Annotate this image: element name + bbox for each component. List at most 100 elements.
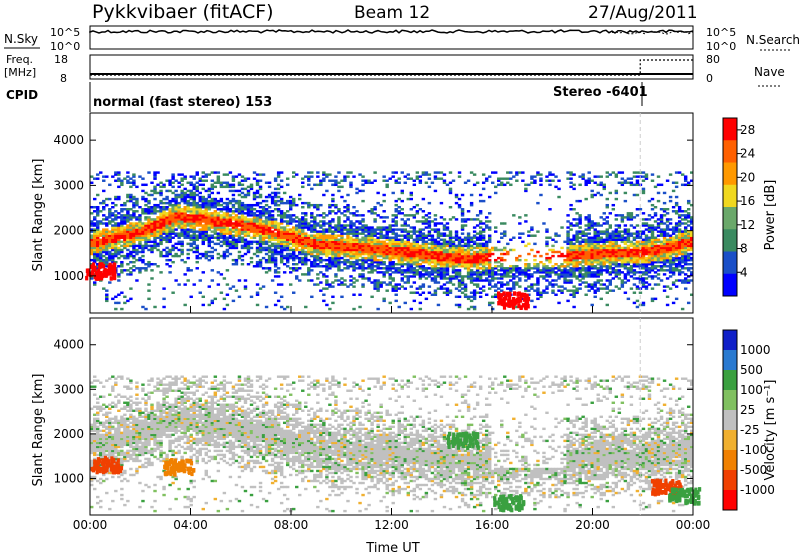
power-cell [313,246,317,250]
power-cell [626,228,631,231]
power-cell [325,263,329,266]
power-cell [566,242,570,246]
power-cell [635,244,640,248]
power-cell [364,179,368,182]
power-cell [367,230,371,233]
power-cell [599,254,603,258]
power-cell [343,252,347,256]
power-cell [406,269,410,272]
power-cell [433,271,438,274]
power-cell [623,277,628,280]
power-cell [138,244,142,248]
power-cell [183,201,187,205]
power-cell [276,232,281,235]
power-cell [584,269,588,272]
power-cell [361,189,365,193]
power-cell [424,173,429,176]
power-cell [270,222,275,225]
power-cell [518,285,522,288]
power-cell [225,303,230,307]
power-cell [436,248,441,252]
power-cell [120,218,124,221]
power-cell [180,232,184,235]
power-cell [539,275,543,278]
power-cell [298,240,302,244]
power-cell [584,263,588,266]
power-cell [533,305,537,309]
power-cell [442,228,447,231]
power-cell [234,246,239,250]
power-cell [162,228,166,231]
power-cell [189,216,193,219]
power-cell [105,230,109,233]
power-cell [111,201,115,205]
power-cell [584,232,588,235]
power-cell [279,283,284,286]
power-cell [382,228,386,231]
power-cell [204,222,208,225]
power-cell [599,232,603,235]
power-cell [391,254,395,258]
power-cell [626,254,631,258]
power-cell [370,258,374,262]
power-cell [566,269,570,272]
power-cell [454,234,459,237]
power-cell [267,224,272,227]
power-cell [566,230,570,233]
power-cell [611,240,616,244]
power-cell [114,248,118,252]
power-cell [361,250,365,254]
power-cell [527,289,531,292]
power-cell [228,240,233,244]
power-cell [599,181,603,184]
power-cell [542,263,546,266]
power-cell [608,273,612,276]
power-cell [249,236,254,239]
power-cell [602,212,606,215]
power-cell [352,238,356,242]
power-cell [295,244,299,248]
power-cell [307,226,311,229]
power-cell [379,283,383,286]
power-cell [367,234,371,237]
power-cell [349,279,353,282]
power-cell [391,265,395,268]
power-cell [472,230,477,233]
power-cell [246,193,251,197]
power-cell [518,236,522,239]
power-cell [337,220,341,223]
power-cell [430,234,435,237]
power-cell [626,269,631,272]
power-cell [563,240,567,244]
power-cell [463,275,468,278]
power-cell [231,189,236,193]
power-cell [509,238,513,242]
power-cell [515,267,519,270]
power-cell [183,232,187,235]
power-cell [584,179,588,182]
power-cell [168,214,172,217]
power-cell [442,232,447,235]
power-cell [249,208,254,211]
power-cell [120,220,124,223]
power-cell [602,287,606,290]
power-cell [159,210,163,213]
power-cell [279,240,284,244]
power-cell [524,287,528,290]
power-cell [337,258,341,262]
power-cell [114,195,118,199]
power-cell [231,285,236,288]
power-cell [463,258,468,262]
power-cell [153,173,157,176]
power-cell [168,238,172,242]
power-cell [614,173,619,176]
power-cell [93,205,97,209]
power-cell [325,236,329,239]
power-cell [216,238,221,242]
power-cell [261,226,266,229]
power-cell [454,260,459,264]
power-cell [292,218,296,221]
power-cell [249,222,254,225]
power-cell [132,201,136,205]
power-cell [611,244,616,248]
